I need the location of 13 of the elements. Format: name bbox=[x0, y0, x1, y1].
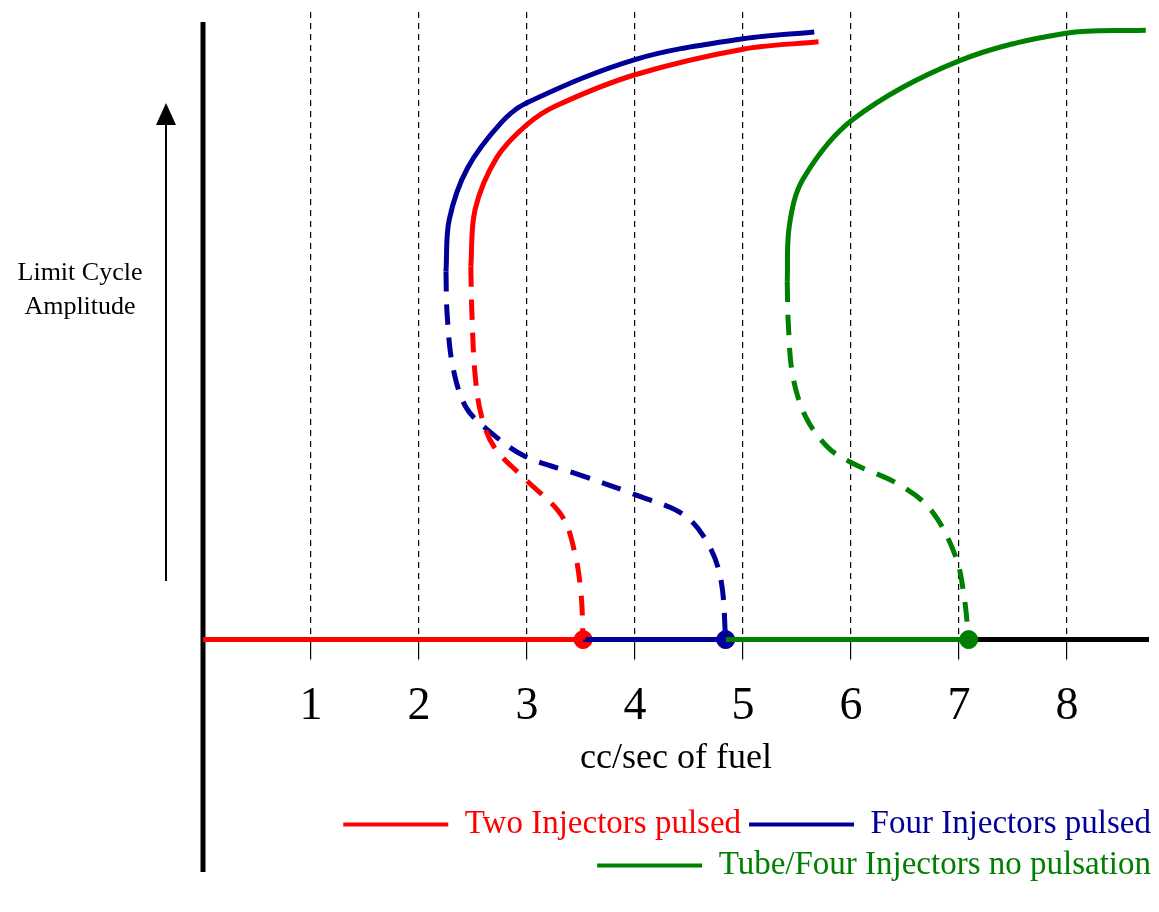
x-tick-label: 8 bbox=[1055, 678, 1079, 730]
x-tick-label: 4 bbox=[623, 678, 647, 730]
legend-label: Two Injectors pulsed bbox=[464, 804, 742, 841]
legend-label: Tube/Four Injectors no pulsation bbox=[718, 845, 1152, 882]
y-axis-title: Limit Cycle Amplitude bbox=[16, 256, 144, 322]
x-tick-label: 2 bbox=[407, 678, 431, 730]
x-tick-label: 3 bbox=[515, 678, 539, 730]
legend-label: Four Injectors pulsed bbox=[870, 804, 1152, 841]
x-tick-label: 1 bbox=[299, 678, 323, 730]
x-tick-label: 7 bbox=[947, 678, 971, 730]
x-axis-title: cc/sec of fuel bbox=[580, 735, 772, 776]
x-tick-label: 5 bbox=[731, 678, 755, 730]
x-tick-label: 6 bbox=[839, 678, 863, 730]
